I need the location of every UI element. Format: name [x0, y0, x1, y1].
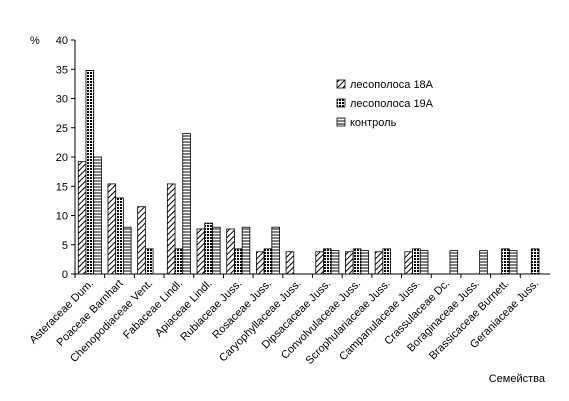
bar — [85, 70, 95, 275]
bar — [330, 250, 340, 275]
bar — [122, 226, 132, 275]
bar — [285, 251, 295, 275]
y-tick-label: 10 — [56, 211, 68, 223]
bar — [449, 250, 459, 275]
bar — [107, 183, 117, 275]
y-tick-label: 0 — [62, 269, 68, 281]
bar — [382, 248, 391, 275]
legend-label: контроль — [350, 117, 397, 129]
bar — [182, 133, 191, 275]
bar — [212, 226, 221, 275]
bar — [345, 251, 354, 275]
bar — [204, 222, 213, 275]
y-tick-label: 15 — [56, 181, 68, 193]
bar — [241, 226, 251, 275]
x-axis-label: Семейства — [489, 373, 546, 385]
y-tick-label: 35 — [56, 64, 68, 76]
bar — [77, 161, 87, 275]
bar — [166, 183, 176, 275]
bar — [479, 250, 488, 275]
y-tick-label: 20 — [56, 152, 68, 164]
bar — [93, 156, 102, 275]
bar — [226, 228, 235, 275]
bar — [374, 251, 384, 275]
bar — [508, 250, 518, 275]
bar — [360, 250, 370, 275]
bar — [530, 248, 540, 275]
legend-swatch — [336, 98, 346, 108]
legend-label: лесополоса 18А — [350, 79, 434, 91]
bar — [144, 248, 154, 275]
legend-swatch — [336, 79, 346, 89]
bar — [271, 226, 280, 275]
bar — [412, 248, 421, 275]
y-tick-label: 5 — [62, 240, 68, 252]
bar — [196, 228, 206, 275]
bar — [404, 251, 413, 275]
bar — [234, 248, 243, 275]
y-tick-label: 30 — [56, 94, 68, 106]
bar — [174, 248, 184, 275]
legend-swatch — [336, 117, 346, 127]
legend-label: лесополоса 19А — [350, 98, 434, 110]
bar — [137, 206, 146, 275]
bar — [352, 248, 362, 275]
bar — [419, 250, 429, 275]
bar — [501, 248, 510, 275]
bar — [115, 197, 124, 275]
bar — [263, 248, 273, 275]
bar — [323, 248, 332, 275]
bar — [315, 251, 324, 275]
y-axis-label: % — [30, 35, 40, 47]
y-tick-label: 40 — [56, 35, 68, 47]
y-tick-label: 25 — [56, 123, 68, 135]
bar — [255, 251, 265, 275]
